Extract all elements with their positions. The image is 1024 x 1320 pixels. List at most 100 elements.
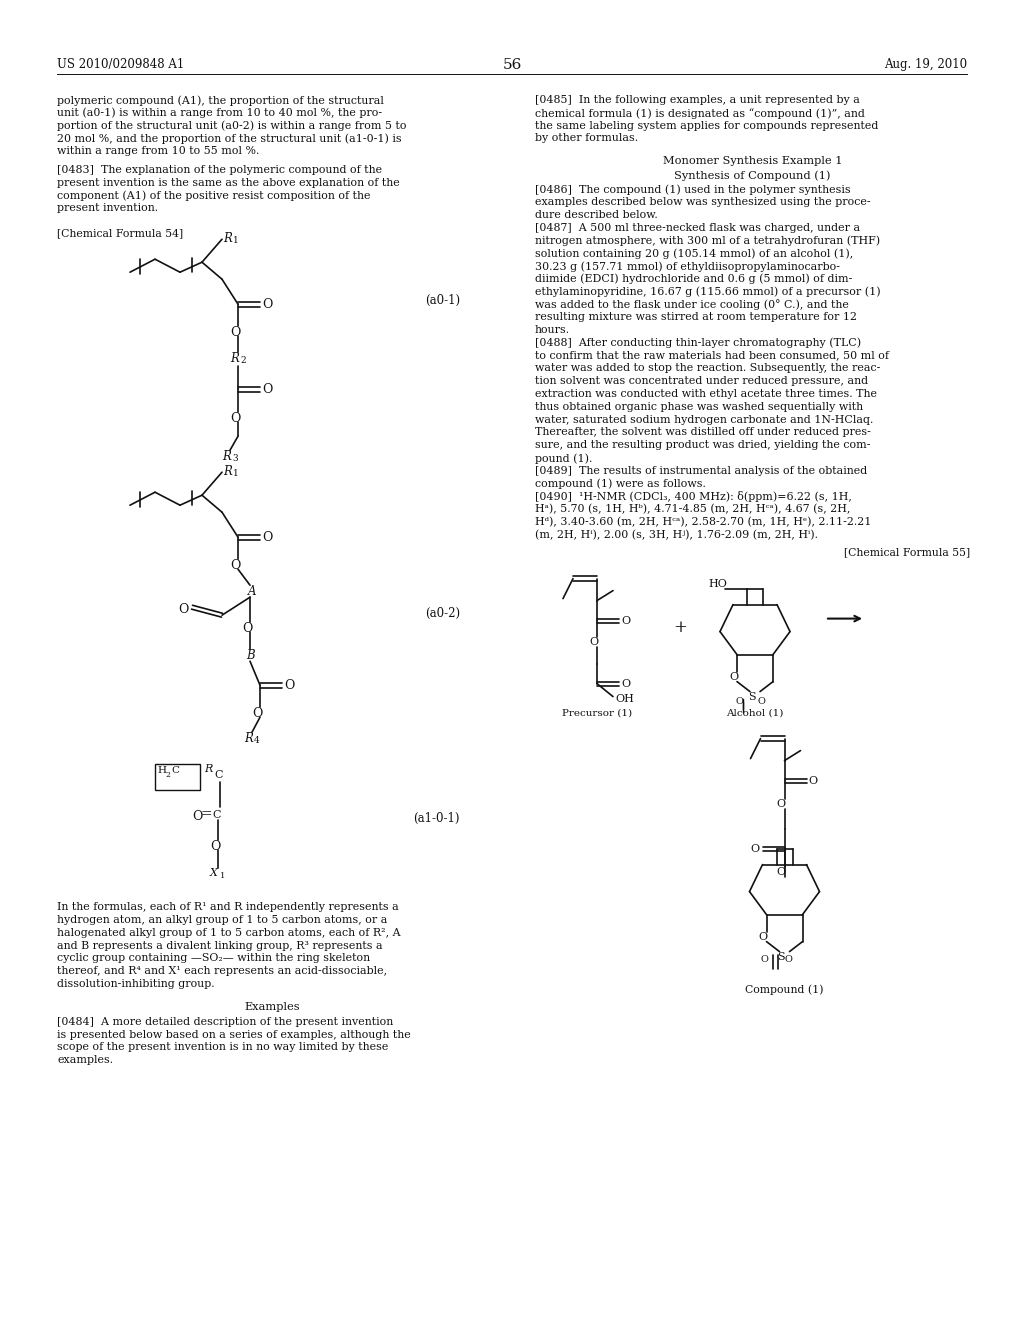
Text: resulting mixture was stirred at room temperature for 12: resulting mixture was stirred at room te… (535, 313, 857, 322)
Text: portion of the structural unit (a0-2) is within a range from 5 to: portion of the structural unit (a0-2) is… (57, 120, 407, 131)
Text: S: S (748, 692, 756, 702)
Text: O: O (252, 708, 262, 721)
Text: O: O (729, 672, 738, 681)
Text: HO: HO (708, 578, 727, 589)
Text: was added to the flask under ice cooling (0° C.), and the: was added to the flask under ice cooling… (535, 300, 849, 310)
Text: scope of the present invention is in no way limited by these: scope of the present invention is in no … (57, 1043, 388, 1052)
Text: (a1-0-1): (a1-0-1) (414, 812, 460, 825)
Text: 2: 2 (240, 356, 246, 366)
Text: water was added to stop the reaction. Subsequently, the reac-: water was added to stop the reaction. Su… (535, 363, 881, 374)
Text: polymeric compound (A1), the proportion of the structural: polymeric compound (A1), the proportion … (57, 95, 384, 106)
Text: dure described below.: dure described below. (535, 210, 657, 220)
Text: examples described below was synthesized using the proce-: examples described below was synthesized… (535, 197, 870, 207)
Text: thereof, and R⁴ and X¹ each represents an acid-dissociable,: thereof, and R⁴ and X¹ each represents a… (57, 966, 387, 977)
Text: R: R (223, 465, 231, 478)
Text: [Chemical Formula 55]: [Chemical Formula 55] (844, 548, 970, 557)
Text: O: O (776, 867, 785, 876)
Text: 56: 56 (503, 58, 521, 73)
Text: [0488]  After conducting thin-layer chromatography (TLC): [0488] After conducting thin-layer chrom… (535, 338, 861, 348)
Text: O: O (757, 697, 765, 706)
Text: unit (a0-1) is within a range from 10 to 40 mol %, the pro-: unit (a0-1) is within a range from 10 to… (57, 108, 382, 119)
Text: Compound (1): Compound (1) (745, 985, 823, 995)
Text: halogenated alkyl group of 1 to 5 carbon atoms, each of R², A: halogenated alkyl group of 1 to 5 carbon… (57, 928, 400, 937)
Text: R: R (223, 232, 231, 246)
Text: O: O (621, 615, 630, 626)
Text: diimide (EDCI) hydrochloride and 0.6 g (5 mmol) of dim-: diimide (EDCI) hydrochloride and 0.6 g (… (535, 273, 852, 284)
Text: 3: 3 (232, 454, 238, 463)
Text: C: C (214, 770, 222, 780)
Text: is presented below based on a series of examples, although the: is presented below based on a series of … (57, 1030, 411, 1040)
Text: O: O (242, 622, 252, 635)
Text: O: O (735, 697, 742, 706)
Text: O: O (262, 383, 272, 396)
Text: R: R (222, 450, 230, 463)
Text: Thereafter, the solvent was distilled off under reduced pres-: Thereafter, the solvent was distilled of… (535, 428, 870, 437)
Text: hydrogen atom, an alkyl group of 1 to 5 carbon atoms, or a: hydrogen atom, an alkyl group of 1 to 5 … (57, 915, 387, 925)
Text: (a0-2): (a0-2) (425, 607, 460, 620)
Bar (155, 764, 200, 791)
Text: O: O (284, 680, 294, 692)
Text: Examples: Examples (244, 1002, 300, 1012)
Text: A: A (248, 585, 256, 598)
Text: [0483]  The explanation of the polymeric compound of the: [0483] The explanation of the polymeric … (57, 165, 382, 176)
Text: component (A1) of the positive resist composition of the: component (A1) of the positive resist co… (57, 190, 371, 201)
Text: water, saturated sodium hydrogen carbonate and 1N-HClaq.: water, saturated sodium hydrogen carbona… (535, 414, 873, 425)
Text: O: O (178, 603, 188, 616)
Text: X: X (210, 869, 218, 878)
Text: O: O (776, 799, 785, 809)
Text: B: B (246, 649, 255, 663)
Text: O: O (621, 678, 630, 689)
Text: chemical formula (1) is designated as “compound (1)”, and: chemical formula (1) is designated as “c… (535, 108, 865, 119)
Text: 2: 2 (165, 771, 170, 779)
Text: S: S (777, 952, 785, 961)
Text: solution containing 20 g (105.14 mmol) of an alcohol (1),: solution containing 20 g (105.14 mmol) o… (535, 248, 853, 259)
Text: Alcohol (1): Alcohol (1) (726, 709, 783, 718)
Text: O: O (589, 636, 598, 647)
Text: dissolution-inhibiting group.: dissolution-inhibiting group. (57, 979, 215, 989)
Text: thus obtained organic phase was washed sequentially with: thus obtained organic phase was washed s… (535, 401, 863, 412)
Text: C: C (212, 810, 220, 820)
Text: R: R (204, 764, 212, 775)
Text: present invention.: present invention. (57, 203, 158, 214)
Text: O: O (230, 326, 241, 339)
Text: and B represents a divalent linking group, R³ represents a: and B represents a divalent linking grou… (57, 941, 383, 950)
Text: compound (1) were as follows.: compound (1) were as follows. (535, 479, 706, 490)
Text: examples.: examples. (57, 1055, 113, 1065)
Text: R: R (244, 733, 253, 746)
Text: cyclic group containing —SO₂— within the ring skeleton: cyclic group containing —SO₂— within the… (57, 953, 370, 964)
Text: O: O (759, 932, 768, 941)
Text: pound (1).: pound (1). (535, 453, 592, 463)
Text: [Chemical Formula 54]: [Chemical Formula 54] (57, 228, 183, 238)
Text: O: O (230, 560, 241, 572)
Text: ethylaminopyridine, 16.67 g (115.66 mmol) of a precursor (1): ethylaminopyridine, 16.67 g (115.66 mmol… (535, 286, 881, 297)
Text: O: O (262, 298, 272, 312)
Text: O: O (210, 841, 220, 853)
Text: to confirm that the raw materials had been consumed, 50 ml of: to confirm that the raw materials had be… (535, 351, 889, 360)
Text: by other formulas.: by other formulas. (535, 133, 638, 144)
Text: within a range from 10 to 55 mol %.: within a range from 10 to 55 mol %. (57, 147, 259, 156)
Text: 20 mol %, and the proportion of the structural unit (a1-0-1) is: 20 mol %, and the proportion of the stru… (57, 133, 401, 144)
Text: extraction was conducted with ethyl acetate three times. The: extraction was conducted with ethyl acet… (535, 389, 877, 399)
Text: [0486]  The compound (1) used in the polymer synthesis: [0486] The compound (1) used in the poly… (535, 185, 851, 195)
Text: O: O (784, 954, 793, 964)
Text: =: = (200, 808, 212, 821)
Text: 1: 1 (233, 236, 239, 246)
Text: O: O (230, 412, 241, 425)
Text: O: O (193, 810, 203, 824)
Text: R: R (230, 352, 239, 366)
Text: 1: 1 (233, 469, 239, 478)
Text: [0490]  ¹H-NMR (CDCl₃, 400 MHz): δ(ppm)=6.22 (s, 1H,: [0490] ¹H-NMR (CDCl₃, 400 MHz): δ(ppm)=6… (535, 491, 852, 503)
Text: Hᵃ), 5.70 (s, 1H, Hᵇ), 4.71-4.85 (m, 2H, Hᶜᵃ), 4.67 (s, 2H,: Hᵃ), 5.70 (s, 1H, Hᵇ), 4.71-4.85 (m, 2H,… (535, 504, 850, 515)
Text: [0489]  The results of instrumental analysis of the obtained: [0489] The results of instrumental analy… (535, 466, 867, 475)
Text: 4: 4 (254, 737, 260, 746)
Text: 30.23 g (157.71 mmol) of ethyldiisopropylaminocarbo-: 30.23 g (157.71 mmol) of ethyldiisopropy… (535, 261, 840, 272)
Text: US 2010/0209848 A1: US 2010/0209848 A1 (57, 58, 184, 71)
Text: Hᵈ), 3.40-3.60 (m, 2H, Hᶜᵃ), 2.58-2.70 (m, 1H, Hᵉ), 2.11-2.21: Hᵈ), 3.40-3.60 (m, 2H, Hᶜᵃ), 2.58-2.70 (… (535, 517, 871, 528)
Text: 1: 1 (220, 873, 225, 880)
Text: the same labeling system applies for compounds represented: the same labeling system applies for com… (535, 120, 879, 131)
Text: sure, and the resulting product was dried, yielding the com-: sure, and the resulting product was drie… (535, 440, 870, 450)
Text: present invention is the same as the above explanation of the: present invention is the same as the abo… (57, 178, 399, 187)
Text: Monomer Synthesis Example 1: Monomer Synthesis Example 1 (663, 156, 843, 166)
Text: O: O (751, 843, 760, 854)
Text: H: H (157, 766, 166, 775)
